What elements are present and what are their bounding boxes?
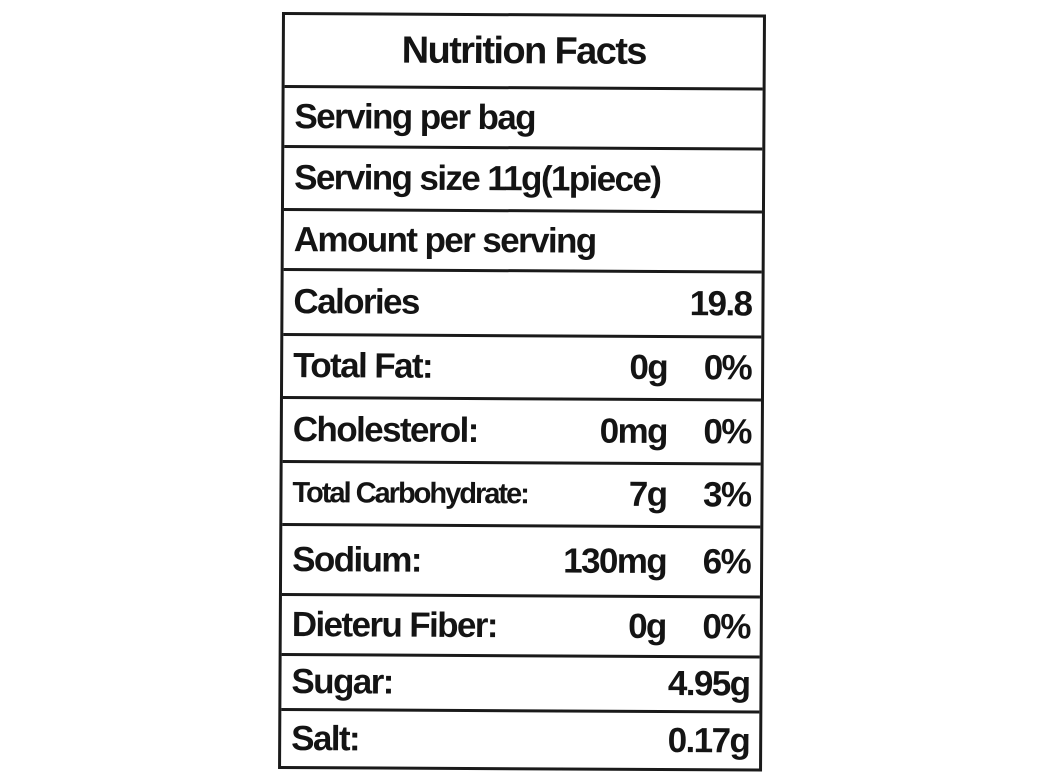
row-percent: 0% bbox=[703, 348, 752, 388]
row-label: Serving size 11g(1piece) bbox=[294, 158, 661, 199]
nutrient-row: Serving size 11g(1piece) bbox=[283, 145, 763, 211]
nutrient-row: Dieteru Fiber: 0g 0% bbox=[281, 593, 760, 656]
nutrient-row: Calories 19.8 bbox=[283, 268, 762, 336]
nutrient-row: Cholesterol: 0mg 0% bbox=[282, 396, 761, 463]
nutrient-row: Total Carbohydrate: 7g 3% bbox=[282, 460, 761, 526]
row-label: Serving per bag bbox=[294, 96, 536, 137]
row-label: Cholesterol: bbox=[292, 409, 478, 450]
row-percent: 6% bbox=[702, 541, 751, 581]
row-amount: 0.17g bbox=[667, 720, 750, 760]
title: Nutrition Facts bbox=[401, 29, 646, 73]
row-label: Dieteru Fiber: bbox=[291, 604, 498, 645]
row-label: Total Carbohydrate: bbox=[292, 476, 528, 510]
row-label: Sugar: bbox=[291, 662, 393, 702]
row-amount: 0g bbox=[628, 606, 666, 646]
nutrient-row: Sodium: 130mg 6% bbox=[281, 523, 761, 596]
row-label: Total Fat: bbox=[293, 346, 433, 386]
nutrient-row: Total Fat: 0g 0% bbox=[282, 333, 762, 399]
row-percent: 0% bbox=[703, 411, 751, 451]
row-percent: 3% bbox=[702, 475, 751, 515]
row-label: Calories bbox=[293, 282, 419, 322]
row-amount: 130mg bbox=[563, 540, 667, 581]
row-amount: 7g bbox=[628, 474, 667, 515]
row-label: Sodium: bbox=[292, 539, 422, 580]
nutrition-label: Nutrition Facts Serving per bag Serving s… bbox=[278, 12, 766, 772]
row-amount: 4.95g bbox=[667, 664, 750, 704]
nutrient-row: Amount per serving bbox=[283, 208, 762, 271]
row-amount: 0g bbox=[629, 347, 668, 388]
nutrient-row: Salt: 0.17g bbox=[281, 708, 760, 769]
row-label: Amount per serving bbox=[293, 219, 596, 261]
title-row: Nutrition Facts bbox=[285, 15, 763, 88]
row-label: Salt: bbox=[291, 718, 360, 758]
row-percent: 0% bbox=[702, 606, 750, 646]
nutrient-row: Serving per bag bbox=[284, 85, 763, 148]
nutrient-row: Sugar: 4.95g bbox=[281, 653, 760, 711]
row-amount: 19.8 bbox=[689, 284, 752, 324]
row-amount: 0mg bbox=[599, 411, 667, 451]
